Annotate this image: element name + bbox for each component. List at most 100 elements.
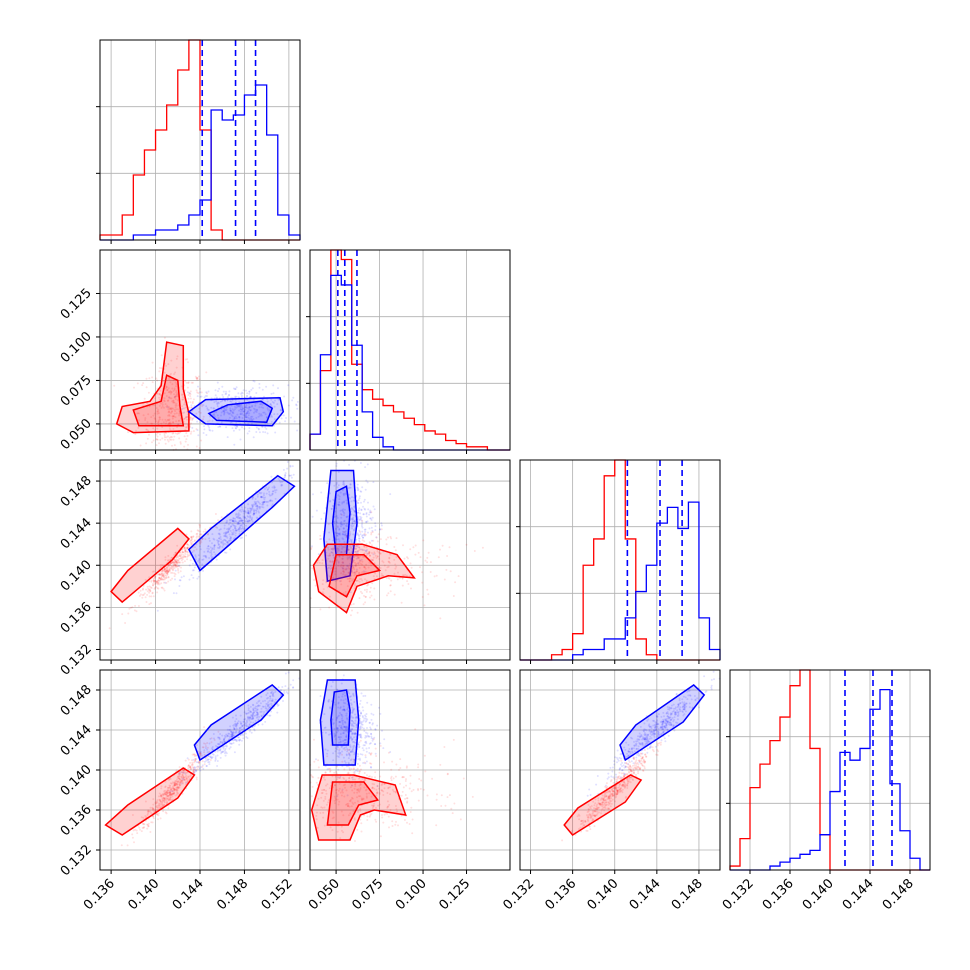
red-sample-point <box>161 426 164 428</box>
blue-sample-point <box>230 414 233 416</box>
blue-sample-point <box>269 403 272 406</box>
red-sample-point <box>408 823 411 825</box>
red-sample-point <box>161 570 164 573</box>
red-sample-point <box>171 432 174 435</box>
red-sample-point <box>175 383 178 386</box>
red-sample-point <box>369 586 372 589</box>
red-sample-point <box>350 767 353 770</box>
red-sample-point <box>177 559 179 562</box>
red-sample-point <box>473 550 476 552</box>
blue-sample-point <box>272 384 275 387</box>
red-sample-point <box>174 564 177 567</box>
red-sample-point <box>173 575 176 578</box>
red-sample-point <box>170 561 173 564</box>
blue-sample-point <box>247 422 250 425</box>
blue-sample-point <box>248 392 251 395</box>
red-sample-point <box>194 375 197 378</box>
blue-sample-point <box>240 408 243 411</box>
blue-sample-point <box>245 534 248 537</box>
blue-sample-point <box>284 672 287 675</box>
blue-sample-point <box>248 427 251 429</box>
red-sample-point <box>197 530 200 532</box>
red-sample-point <box>202 418 205 421</box>
red-sample-point <box>366 815 369 818</box>
red-sample-point <box>417 551 420 554</box>
y-tick-label: 0.050 <box>58 416 95 453</box>
blue-sample-point <box>235 427 238 430</box>
blue-sample-point <box>282 468 285 471</box>
red-sample-point <box>399 758 402 761</box>
red-sample-point <box>150 595 153 598</box>
red-sample-point <box>152 427 155 430</box>
blue-sample-point <box>376 724 379 727</box>
blue-sample-point <box>191 417 194 420</box>
blue-sample-point <box>246 416 249 419</box>
red-sample-point <box>155 433 158 436</box>
red-sample-point <box>160 422 163 425</box>
blue-sample-point <box>199 391 202 394</box>
red-sample-point <box>161 437 164 440</box>
blue-sample-point <box>249 396 252 398</box>
red-sample-point <box>191 419 194 421</box>
red-sample-point <box>352 767 355 770</box>
red-sample-point <box>175 561 178 564</box>
red-sample-point <box>311 785 314 788</box>
red-sample-point <box>138 419 140 422</box>
red-sample-point <box>150 580 153 583</box>
red-sample-point <box>169 438 172 441</box>
blue-sample-point <box>239 413 242 415</box>
blue-sample-point <box>247 417 250 420</box>
red-sample-point <box>446 796 449 799</box>
blue-sample-point <box>220 411 223 414</box>
red-sample-point <box>171 417 174 420</box>
red-sample-point <box>368 541 371 544</box>
red-sample-point <box>153 417 156 420</box>
red-sample-point <box>177 565 180 568</box>
red-sample-point <box>358 770 361 773</box>
red-sample-point <box>406 797 409 800</box>
red-sample-point <box>147 429 150 432</box>
red-sample-point <box>158 577 161 580</box>
red-sample-point <box>178 419 181 422</box>
red-sample-point <box>174 371 177 374</box>
red-sample-point <box>148 585 151 588</box>
blue-sample-point <box>367 735 370 738</box>
red-sample-point <box>179 561 182 564</box>
red-sample-point <box>157 579 160 582</box>
red-sample-point <box>184 426 187 429</box>
red-sample-point <box>142 593 145 596</box>
red-sample-point <box>165 566 168 569</box>
blue-sample-point <box>181 407 184 410</box>
blue-sample-point <box>311 515 314 518</box>
red-sample-point <box>173 396 176 399</box>
red-sample-point <box>149 590 152 593</box>
blue-sample-point <box>222 396 225 398</box>
blue-sample-point <box>348 463 351 466</box>
blue-sample-point <box>241 407 244 410</box>
red-sample-point <box>153 412 156 415</box>
red-sample-point <box>642 770 645 772</box>
y-tick-label: 0.148 <box>58 473 95 510</box>
red-sample-point <box>373 598 376 601</box>
blue-sample-point <box>186 391 189 394</box>
blue-sample-point <box>359 759 362 761</box>
blue-sample-point <box>260 406 263 409</box>
red-sample-point <box>177 431 179 434</box>
blue-sample-point <box>289 683 292 686</box>
blue-sample-point <box>209 429 212 432</box>
y-tick-label: 0.125 <box>58 286 95 323</box>
red-sample-point <box>151 591 154 594</box>
blue-sample-point <box>326 768 329 771</box>
red-sample-point <box>128 607 131 610</box>
red-sample-point <box>165 395 168 397</box>
red-sample-point <box>439 617 442 620</box>
red-sample-point <box>176 355 179 358</box>
red-sample-point <box>134 604 137 607</box>
red-sample-point <box>192 430 195 433</box>
y-tick-label: 0.136 <box>58 600 95 637</box>
blue-sample-point <box>242 410 244 413</box>
red-sample-point <box>178 555 181 558</box>
red-sample-point <box>147 822 150 825</box>
red-sample-point <box>158 577 161 580</box>
